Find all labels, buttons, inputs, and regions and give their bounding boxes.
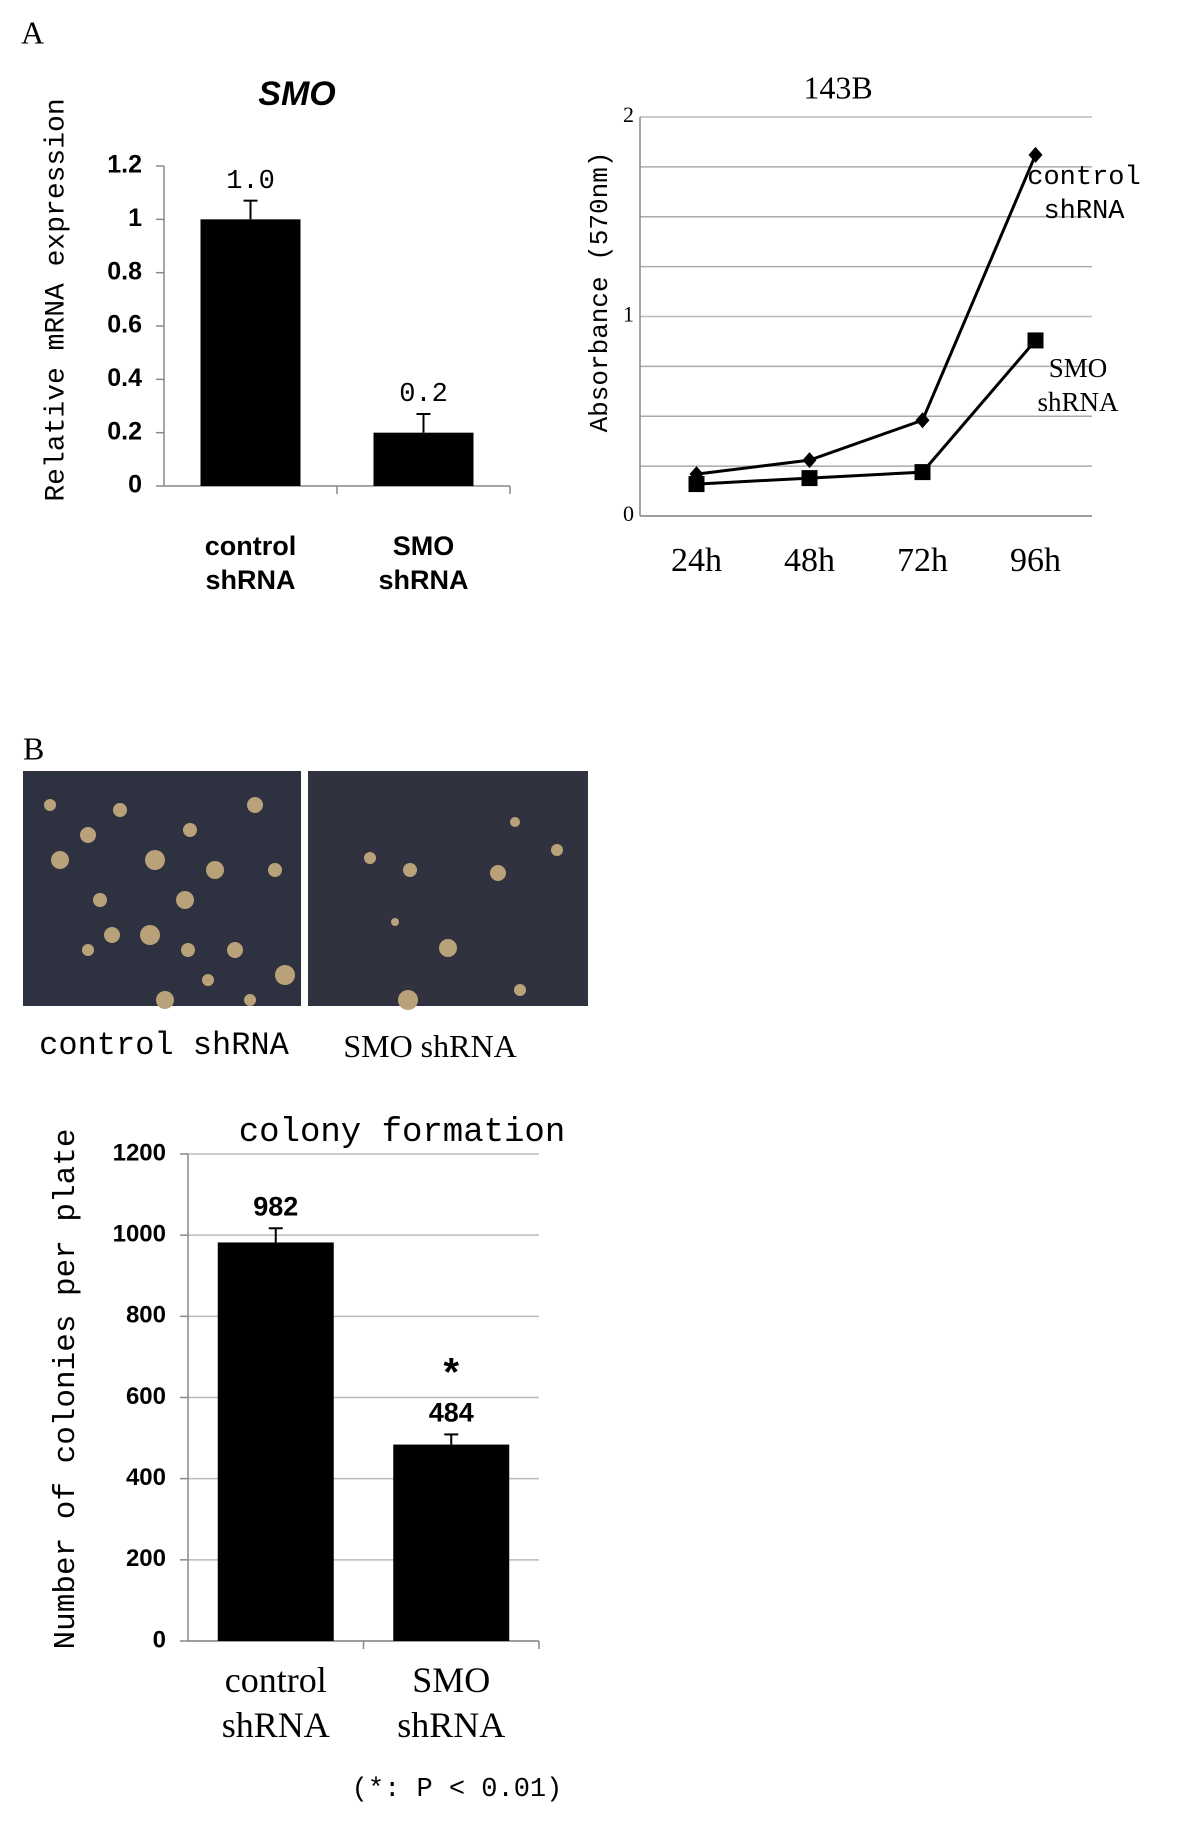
chart-title: 143B	[803, 69, 872, 105]
y-axis-label: Relative mRNA expression	[41, 98, 72, 501]
y-tick-label: 1	[128, 204, 142, 232]
value-label: 484	[429, 1398, 474, 1428]
note: (*: P < 0.01)	[351, 1775, 563, 1805]
x-tick-label: 24h	[671, 542, 722, 579]
y-axis-label: Number of colonies per plate	[49, 1129, 84, 1650]
image-caption: control shRNA	[39, 1027, 289, 1064]
colonies	[44, 797, 295, 1009]
marker	[802, 452, 817, 469]
y-tick-label: 0.4	[107, 364, 142, 392]
y-tick-label: 0	[153, 1626, 166, 1653]
y-axis-label: Absorbance (570nm)	[585, 152, 615, 433]
bar	[373, 432, 474, 486]
marker	[801, 470, 818, 487]
marker	[1028, 146, 1043, 163]
x-tick-label: control shRNA	[221, 1660, 330, 1745]
x-tick-label: 48h	[784, 542, 835, 579]
marker	[688, 476, 705, 493]
y-tick-label: 1000	[113, 1221, 166, 1248]
y-tick-label: 1200	[113, 1139, 166, 1166]
image-caption: SMO shRNA	[343, 1028, 517, 1064]
y-tick-label: 600	[126, 1383, 166, 1410]
x-tick-label: 72h	[897, 542, 948, 579]
series-label: control shRNA	[1027, 163, 1141, 227]
value-label: 0.2	[399, 380, 448, 410]
photo-smo	[308, 771, 588, 1010]
photo-control	[23, 771, 301, 1009]
y-tick-label: 0.8	[107, 257, 142, 285]
y-tick-label: 2	[623, 102, 634, 127]
panel-label: A	[21, 14, 44, 50]
y-tick-label: 200	[126, 1545, 166, 1572]
y-tick-label: 400	[126, 1464, 166, 1491]
y-tick-label: 800	[126, 1302, 166, 1329]
y-tick-label: 0.6	[107, 311, 142, 339]
bar	[393, 1444, 510, 1641]
y-tick-label: 0	[623, 501, 634, 526]
series-line	[696, 339, 1037, 486]
photo	[308, 771, 588, 1006]
colonies	[364, 817, 563, 1010]
x-tick-label: SMO shRNA	[397, 1660, 506, 1745]
chart-title: SMO	[258, 75, 335, 113]
y-tick-label: 1.2	[107, 151, 142, 179]
x-tick-label: 96h	[1010, 542, 1061, 579]
y-tick-label: 1	[623, 302, 634, 327]
panel-label: B	[23, 730, 44, 766]
annotation: *	[439, 1355, 463, 1400]
value-label: 982	[253, 1191, 298, 1221]
chart-title: colony formation	[239, 1114, 565, 1152]
marker	[914, 464, 931, 481]
y-tick-label: 0.2	[107, 417, 142, 445]
x-tick-label: SMO shRNA	[378, 531, 469, 595]
x-tick-label: control shRNA	[204, 531, 297, 595]
marker	[915, 412, 930, 429]
y-tick-label: 0	[128, 471, 142, 499]
series-line	[696, 154, 1037, 476]
bar	[200, 219, 301, 487]
bar	[217, 1242, 334, 1641]
series-label: SMO shRNA	[1037, 353, 1119, 417]
value-label: 1.0	[226, 167, 275, 197]
marker	[1027, 332, 1044, 349]
